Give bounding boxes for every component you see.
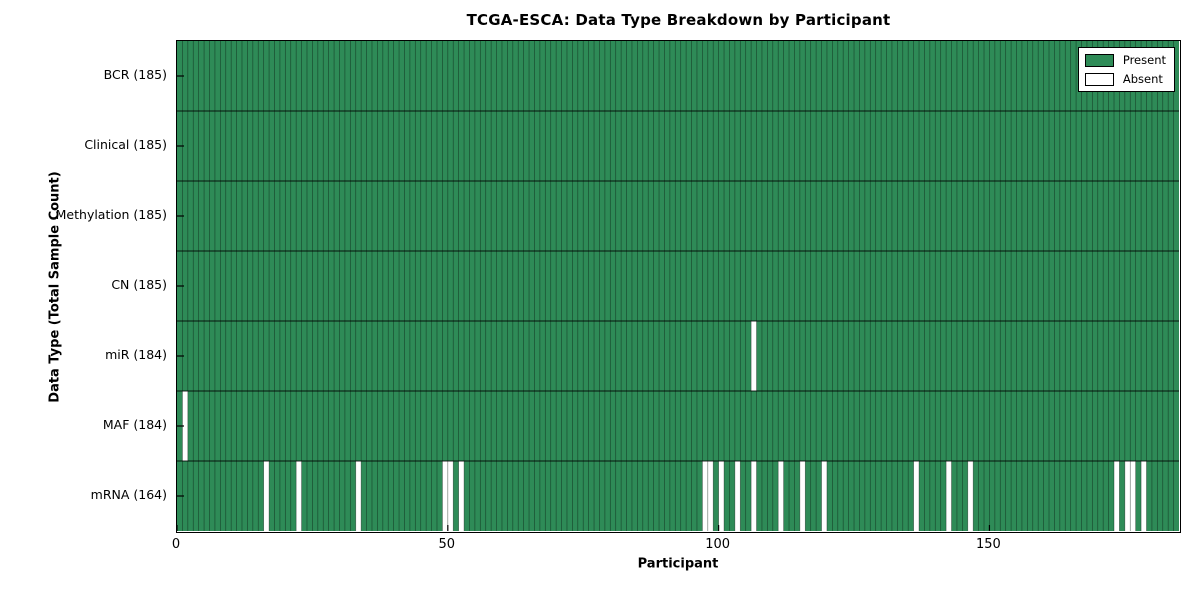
absent-cell-mRNA-173 (1114, 461, 1120, 531)
ytick-label-miR: miR (184) (105, 347, 167, 362)
legend-item-absent: Absent (1084, 72, 1166, 86)
row-miR (177, 321, 1179, 391)
absent-cell-mRNA-16 (263, 461, 270, 531)
row-CN (177, 251, 1179, 321)
row-Methylation (177, 181, 1179, 251)
absent-cell-mRNA-100 (718, 461, 725, 531)
absent-cell-mRNA-178 (1141, 461, 1147, 531)
absent-cell-miR-106 (751, 321, 757, 391)
absent-cell-mRNA-49 (442, 461, 448, 531)
xtick-label-50: 50 (438, 537, 456, 552)
absent-cell-mRNA-176 (1130, 461, 1136, 531)
absent-cell-MAF-1 (182, 391, 188, 461)
xtick-label-150: 150 (976, 537, 1001, 552)
ytick-label-MAF: MAF (184) (102, 417, 167, 432)
ytick-label-mRNA: mRNA (164) (90, 487, 167, 502)
legend-item-present: Present (1084, 53, 1166, 67)
legend-label-present: Present (1122, 53, 1166, 67)
legend-label-absent: Absent (1122, 72, 1163, 86)
ytick-label-Clinical: Clinical (185) (84, 137, 167, 152)
row-BCR (177, 41, 1179, 111)
heatmap-cells (177, 41, 1179, 531)
absent-cell-mRNA-103 (734, 461, 741, 531)
absent-cell-mRNA-98 (707, 461, 714, 531)
absent-cell-mRNA-106 (751, 461, 757, 531)
legend: Present Absent (1077, 47, 1175, 92)
xtick-label-0: 0 (171, 537, 181, 552)
absent-cell-mRNA-115 (799, 461, 806, 531)
absent-cell-mRNA-52 (458, 461, 465, 531)
absent-cell-mRNA-142 (946, 461, 952, 531)
xtick-label-100: 100 (705, 537, 731, 552)
plot-area: Present Absent (176, 40, 1181, 533)
chart-title: TCGA-ESCA: Data Type Breakdown by Partic… (466, 11, 891, 29)
absent-cell-mRNA-146 (967, 461, 974, 531)
absent-cell-mRNA-22 (296, 461, 302, 531)
absent-cell-mRNA-136 (913, 461, 920, 531)
row-mRNA (177, 461, 1179, 531)
present-swatch (1084, 53, 1114, 67)
absent-cell-mRNA-50 (447, 461, 454, 531)
absent-cell-mRNA-33 (355, 461, 362, 531)
x-axis-title: Participant (637, 556, 719, 572)
absent-swatch (1084, 72, 1114, 86)
absent-cell-mRNA-97 (702, 461, 708, 531)
ytick-label-BCR: BCR (185) (103, 67, 167, 82)
ytick-label-CN: CN (185) (111, 277, 167, 292)
absent-cell-mRNA-111 (778, 461, 784, 531)
row-MAF (177, 391, 1179, 461)
row-Clinical (177, 111, 1179, 181)
absent-cell-mRNA-119 (821, 461, 827, 531)
ytick-label-Methylation: Methylation (185) (55, 207, 167, 222)
absent-cell-mRNA-175 (1124, 461, 1131, 531)
